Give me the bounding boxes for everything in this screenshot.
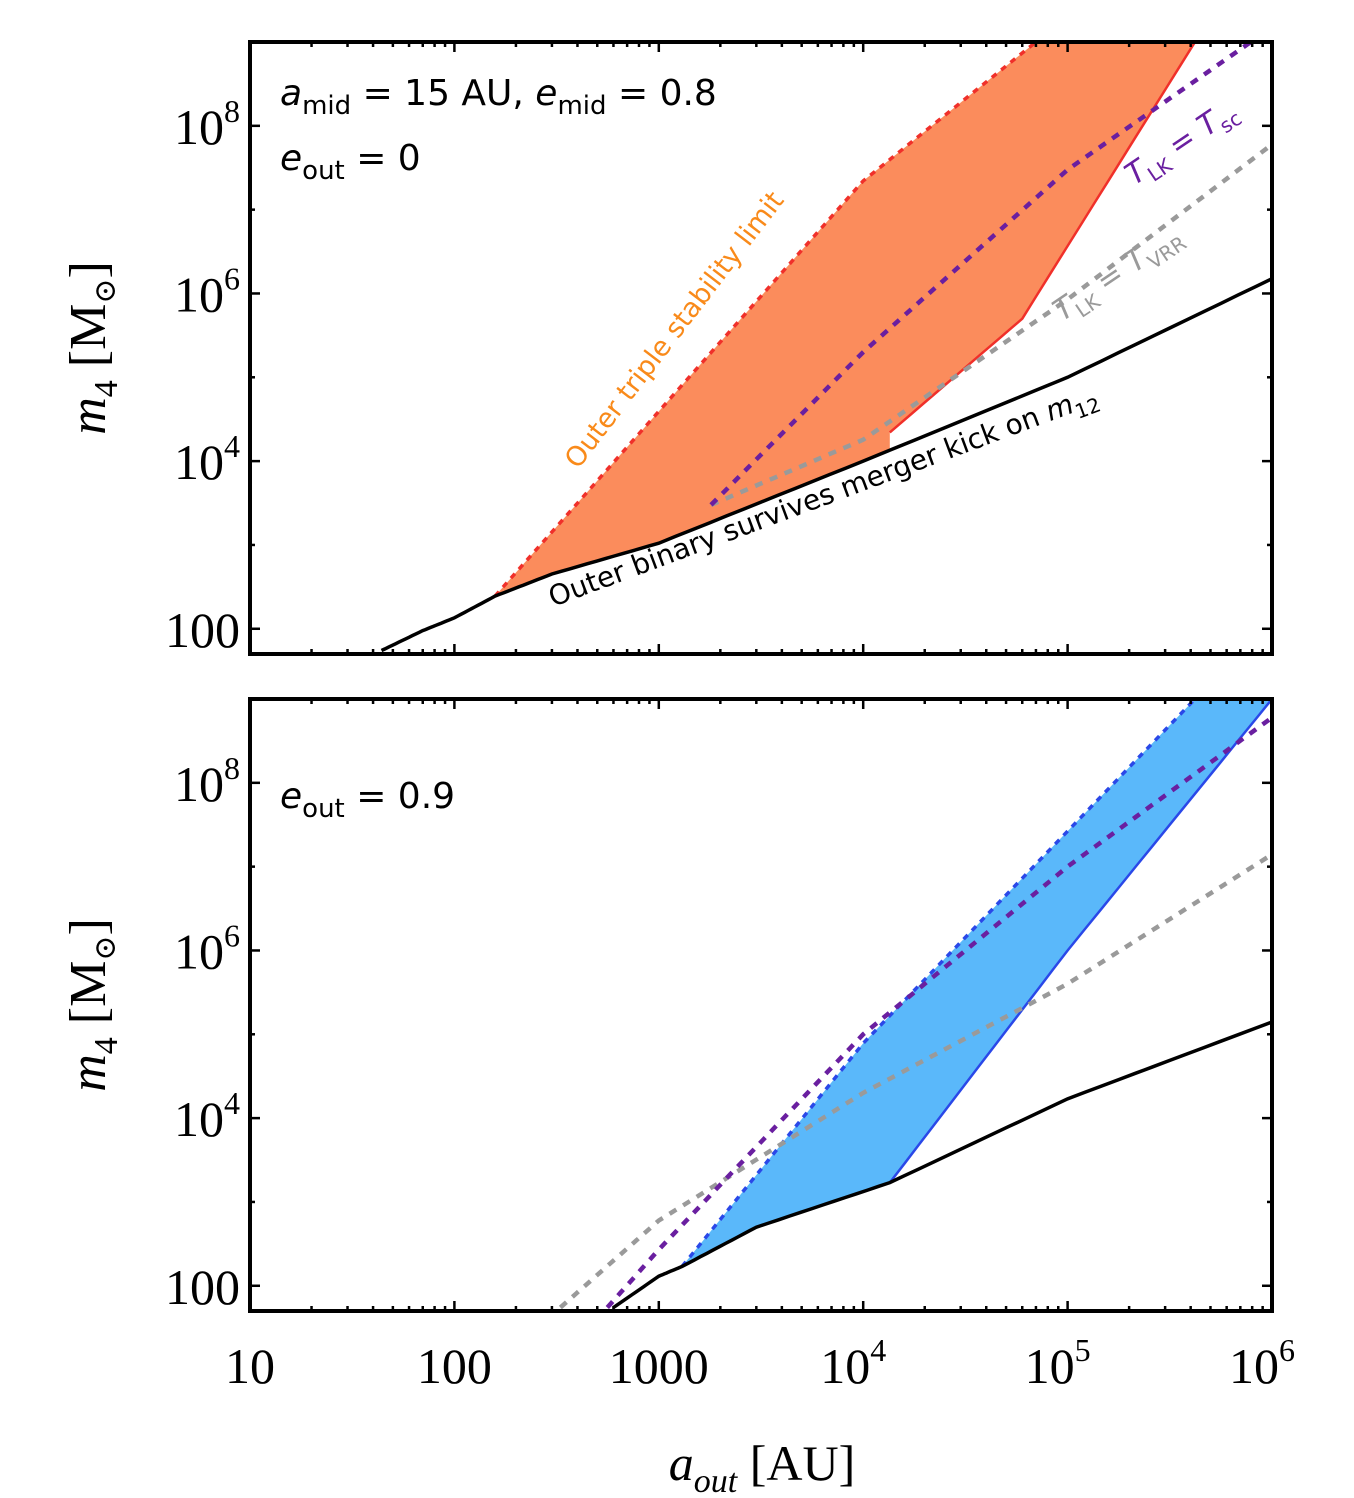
annotations: eout = 0.9	[280, 776, 455, 824]
annotation-eout-value: = 0.9	[345, 776, 455, 817]
param-sub: mid	[557, 91, 606, 121]
y-tick-label-exp: 4	[224, 1085, 240, 1121]
y-tick-label-base: 100	[165, 1259, 240, 1315]
x-tick-label: 10	[225, 1338, 275, 1394]
kick-label-sub: 12	[1072, 392, 1104, 423]
y-tick-label-base: 10	[174, 99, 224, 155]
y-tick-label-exp: 8	[224, 93, 240, 129]
y-tick-label: 106	[174, 260, 240, 322]
x-tick-label: 104	[820, 1332, 886, 1394]
y-axis-label-close: ]	[60, 918, 117, 935]
y-tick-label: 108	[174, 93, 240, 155]
plot-area	[558, 699, 1272, 1310]
x-tick-labels: 10 100 1000 104 105 106	[225, 1332, 1295, 1394]
annotation-eout-symbol: e	[280, 138, 302, 179]
kick-survival-curve	[612, 1020, 1272, 1309]
x-tick-label: 105	[1025, 1332, 1091, 1394]
x-tick-label-exp: 6	[1279, 1332, 1295, 1368]
y-tick-label-exp: 6	[224, 260, 240, 296]
feasible-region	[495, 42, 1195, 597]
y-tick-label: 100	[165, 602, 240, 658]
y-tick-label: 104	[174, 1085, 240, 1147]
tlk-tvrr-line	[710, 142, 1272, 507]
x-tick-label-base: 10	[1229, 1338, 1279, 1394]
kick-survival-curve	[380, 277, 1272, 653]
annotation-eout-value: = 0	[345, 138, 421, 179]
y-axis-label-symbol: m	[60, 1054, 117, 1092]
tlk-tvrr-line	[558, 852, 1272, 1310]
y-axis-label-unit-sub: ⊙	[89, 936, 122, 961]
x-tick-label: 106	[1229, 1332, 1295, 1394]
x-tick-label-base: 10	[820, 1338, 870, 1394]
feasible-region	[682, 699, 1272, 1267]
x-axis-label: aout [AU]	[669, 1435, 855, 1498]
y-axis-label-close: ]	[60, 261, 117, 278]
y-tick-label-exp: 4	[224, 428, 240, 464]
y-axis-label-unit-sub: ⊙	[89, 279, 122, 304]
y-axis-label-sub: 4	[88, 1037, 125, 1054]
region-right-edge	[888, 699, 1272, 1184]
y-tick-label: 106	[174, 917, 240, 979]
param-sub: mid	[302, 91, 351, 121]
x-axis-label-symbol: a	[669, 1435, 694, 1491]
tlk-tsc-line	[709, 42, 1255, 507]
x-tick-label-base: 10	[1025, 1338, 1075, 1394]
y-tick-label-base: 100	[165, 602, 240, 658]
y-tick-label-exp: 6	[224, 917, 240, 953]
y-tick-label-base: 10	[174, 266, 224, 322]
annotation-eout: eout = 0	[280, 138, 421, 186]
x-tick-label-exp: 4	[870, 1332, 886, 1368]
plot-area	[380, 42, 1272, 653]
y-tick-label-base: 10	[174, 434, 224, 490]
annotation-eout: eout = 0.9	[280, 776, 455, 824]
annotation-params: amid = 15 AU, emid = 0.8	[280, 73, 717, 121]
param-value: = 0.8	[607, 73, 717, 114]
stability-line	[493, 42, 1037, 598]
annotation-eout-symbol: e	[280, 776, 302, 817]
x-tick-label-exp: 5	[1075, 1332, 1091, 1368]
y-axis-label-unit: [M	[60, 304, 117, 381]
panel-frame	[248, 697, 1274, 1313]
y-tick-label: 100	[165, 1259, 240, 1315]
param-symbol: e	[535, 73, 557, 114]
region-right-edge	[888, 42, 1197, 434]
panel-frame	[248, 40, 1274, 656]
x-axis-label-unit: [AU]	[737, 1435, 855, 1491]
x-tick-label: 100	[417, 1338, 492, 1394]
x-tick-label: 1000	[609, 1338, 709, 1394]
param-symbol: a	[280, 73, 302, 114]
annotation-eout-sub: out	[302, 794, 345, 824]
y-axis-label-sub: 4	[88, 380, 125, 397]
y-tick-label-base: 10	[174, 756, 224, 812]
tlk-tsc-line	[605, 715, 1272, 1310]
x-tick-label-base: 10	[225, 1338, 275, 1394]
y-tick-label-base: 10	[174, 1091, 224, 1147]
x-tick-label-base: 1000	[609, 1338, 709, 1394]
x-axis-label-sub: out	[694, 1463, 739, 1498]
y-axis-label-unit: [M	[60, 961, 117, 1038]
param-value: = 15 AU,	[351, 73, 535, 114]
y-axis-label: m4 [M⊙]	[60, 261, 125, 435]
y-tick-label: 104	[174, 428, 240, 490]
y-tick-label-exp: 8	[224, 750, 240, 786]
x-tick-label-base: 100	[417, 1338, 492, 1394]
y-axis-label: m4 [M⊙]	[60, 918, 125, 1092]
annotation-eout-sub: out	[302, 156, 345, 186]
y-tick-label: 108	[174, 750, 240, 812]
y-axis-label-symbol: m	[60, 397, 117, 435]
y-tick-label-base: 10	[174, 923, 224, 979]
